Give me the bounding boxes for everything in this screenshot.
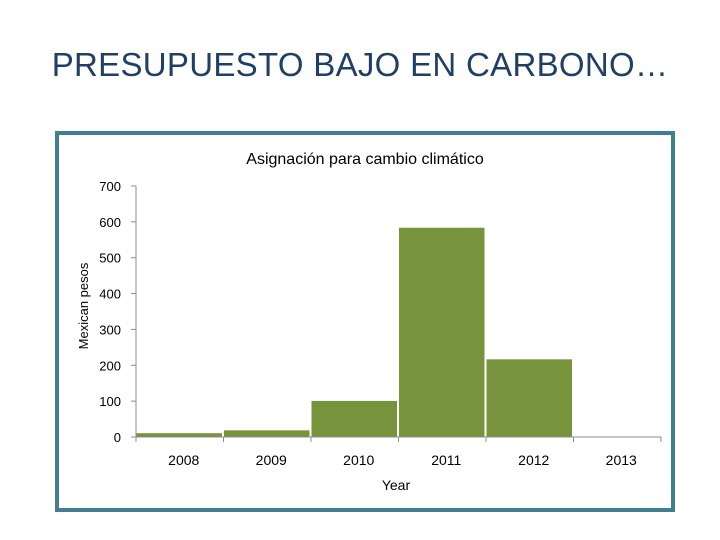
slide-title: PRESUPUESTO BAJO EN CARBONO… [51,46,669,83]
plot-area: 0 100 200 300 400 500 600 700 2008 2009 2010 2011 20… [99,179,662,468]
y-tick-label: 600 [99,215,121,230]
bar-2011 [398,226,486,438]
y-axis-label: Mexican pesos [76,262,91,349]
bar-chart: Asignación para cambio climático Mexican… [76,151,662,493]
bar-2008 [135,432,223,438]
x-tick-label: 2013 [606,452,637,468]
x-tick-label: 2008 [168,452,199,468]
y-tick-label: 300 [99,322,121,337]
x-tick-label: 2011 [431,452,461,468]
chart-frame: Asignación para cambio climático Mexican… [55,131,675,512]
chart-title: Asignación para cambio climático [246,151,484,168]
y-tick-label: 700 [99,179,121,194]
y-tick-label: 200 [99,358,121,373]
x-tick-label: 2010 [343,452,374,468]
bar-2009 [223,429,311,438]
x-tick-label: 2012 [518,452,549,468]
y-tick-label: 500 [99,251,121,266]
bar-2012 [485,358,573,438]
y-tick-label: 100 [99,394,121,409]
y-tick-label: 0 [114,430,121,445]
x-axis-label: Year [382,477,411,493]
bar-2010 [310,399,398,438]
x-tick-label: 2009 [256,452,287,468]
y-tick-label: 400 [99,287,121,302]
